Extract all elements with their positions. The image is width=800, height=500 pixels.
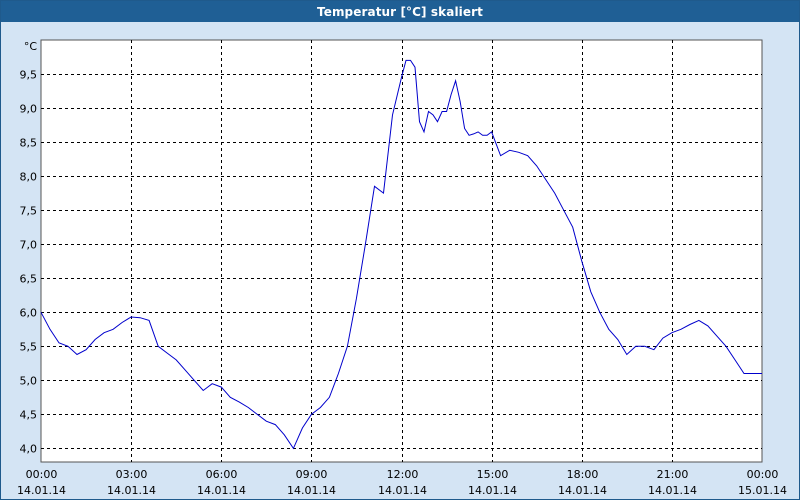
x-tick-time: 03:00 bbox=[116, 468, 148, 481]
x-tick-time: 00:00 bbox=[747, 468, 779, 481]
x-tick-date: 14.01.14 bbox=[378, 484, 427, 497]
series-line bbox=[40, 59, 762, 450]
x-tick-time: 15:00 bbox=[477, 468, 509, 481]
x-tick-time: 18:00 bbox=[567, 468, 599, 481]
x-tick-date: 15.01.14 bbox=[738, 484, 787, 497]
x-tick-time: 00:00 bbox=[26, 468, 58, 481]
y-axis-label: °C bbox=[24, 40, 38, 53]
x-tick-time: 09:00 bbox=[296, 468, 328, 481]
plot-area bbox=[40, 39, 763, 463]
x-tick-date: 14.01.14 bbox=[648, 484, 697, 497]
x-tick-date: 14.01.14 bbox=[197, 484, 246, 497]
y-tick-label: 8,0 bbox=[20, 171, 38, 184]
y-tick-label: 7,0 bbox=[20, 239, 38, 252]
x-tick-date: 14.01.14 bbox=[17, 484, 66, 497]
x-axis-ticks: 00:00 14.01.14 03:00 14.01.14 06:00 14.01.14 0… bbox=[17, 468, 787, 497]
y-tick-label: 4,0 bbox=[20, 443, 38, 456]
x-tick-date: 14.01.14 bbox=[558, 484, 607, 497]
x-tick-date: 14.01.14 bbox=[468, 484, 517, 497]
y-tick-label: 9,0 bbox=[20, 103, 38, 116]
x-tick-date: 14.01.14 bbox=[107, 484, 156, 497]
y-tick-label: 7,5 bbox=[20, 205, 38, 218]
x-tick-date: 14.01.14 bbox=[287, 484, 336, 497]
y-tick-label: 6,0 bbox=[20, 307, 38, 320]
y-tick-label: 5,0 bbox=[20, 375, 38, 388]
grid bbox=[41, 40, 762, 462]
y-tick-label: 9,5 bbox=[20, 69, 38, 82]
x-tick-time: 06:00 bbox=[206, 468, 238, 481]
y-tick-label: 6,5 bbox=[20, 273, 38, 286]
window-title: Temperatur [°C] skaliert bbox=[1, 1, 799, 22]
y-tick-label: 4,5 bbox=[20, 409, 38, 422]
x-tick-time: 12:00 bbox=[387, 468, 419, 481]
y-tick-label: 8,5 bbox=[20, 137, 38, 150]
y-axis-ticks: 4,0 4,5 5,0 5,5 6,0 6,5 7,0 7,5 8,0 8,5 9,0 9,5 bbox=[20, 69, 38, 456]
y-tick-label: 5,5 bbox=[20, 341, 38, 354]
x-tick-time: 21:00 bbox=[657, 468, 689, 481]
